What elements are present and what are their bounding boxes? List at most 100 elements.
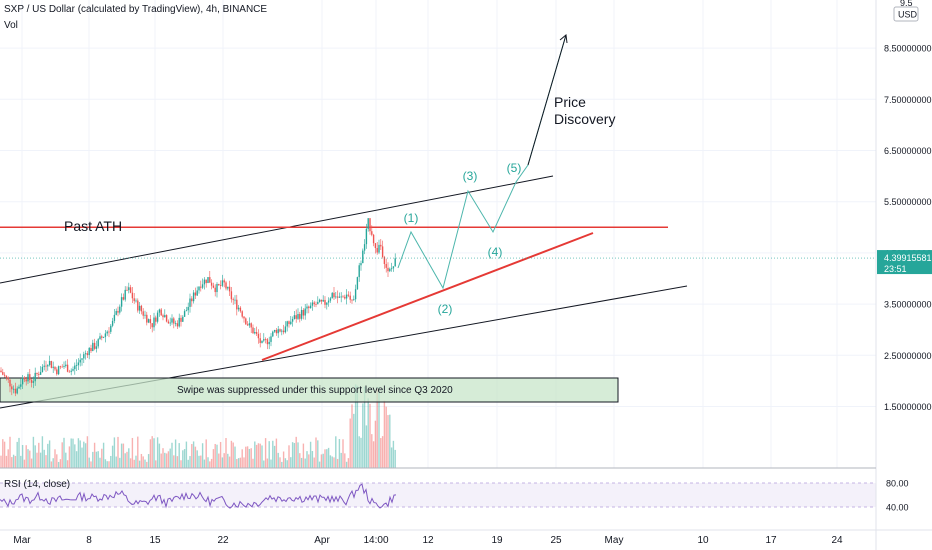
candle-body <box>284 326 287 333</box>
candle-body <box>171 318 173 323</box>
candle-body <box>237 307 240 310</box>
volume-bar <box>138 460 141 468</box>
candle-body <box>65 364 67 366</box>
candle-body <box>29 374 31 381</box>
volume-bar <box>129 458 132 468</box>
volume-bar <box>43 449 45 468</box>
candle-body <box>77 362 80 366</box>
volume-bar <box>345 461 348 468</box>
candle-body <box>306 306 308 309</box>
candle-body <box>122 297 125 300</box>
volume-bar <box>293 442 296 468</box>
candle-body <box>225 282 227 289</box>
volume-bar <box>286 460 288 468</box>
volume-bar <box>275 438 278 468</box>
candle-body <box>135 300 137 302</box>
candle-body <box>203 279 206 285</box>
volume-bar <box>164 452 166 468</box>
volume-bar <box>54 449 56 468</box>
candle-body <box>210 282 213 286</box>
candle-body <box>173 318 175 324</box>
candle-body <box>207 277 209 284</box>
volume-bar <box>270 459 272 468</box>
volume-bar <box>263 460 265 468</box>
candle-body <box>133 298 135 302</box>
candle-body <box>30 380 33 383</box>
currency-label: USD <box>898 10 918 20</box>
volume-bar <box>3 441 6 468</box>
volume-bar <box>189 456 191 468</box>
candle-body <box>162 315 164 318</box>
candle-body <box>147 319 150 323</box>
volume-bar <box>192 441 195 468</box>
candle-body <box>320 299 323 302</box>
candle-body <box>216 283 218 293</box>
volume-bar <box>255 444 258 468</box>
x-tick-label: Apr <box>314 535 330 546</box>
volume-bar <box>219 441 222 468</box>
candle-body <box>345 294 348 299</box>
candle-body <box>126 289 128 291</box>
candle-body <box>191 298 193 302</box>
candle-body <box>365 228 368 245</box>
candle-body <box>54 366 56 370</box>
support-box-label: Swipe was suppressed under this support … <box>177 385 453 396</box>
volume-bar <box>162 448 164 468</box>
volume-bar <box>12 454 15 468</box>
candle-body <box>52 366 54 368</box>
candle-body <box>219 285 222 286</box>
volume-bar <box>272 440 274 468</box>
volume-bar <box>75 451 78 468</box>
time-axis: Mar 8 15 22 Apr 14:00 12 19 25 May 10 17 24 <box>13 535 843 546</box>
volume-bar <box>347 458 350 468</box>
x-tick-label: 14:00 <box>363 535 388 546</box>
candle-body <box>104 333 107 337</box>
candle-body <box>209 277 211 283</box>
volume-bar <box>72 438 74 468</box>
candle-body <box>185 310 188 312</box>
candle-body <box>12 388 15 390</box>
candle-body <box>288 321 290 325</box>
candle-body <box>268 341 270 345</box>
volume-bar <box>86 436 89 468</box>
candle-body <box>389 268 391 272</box>
candle-body <box>324 299 326 305</box>
candle-body <box>25 379 27 382</box>
candle-body <box>270 336 272 342</box>
volume-bar <box>392 440 395 468</box>
volume-bar <box>50 461 53 468</box>
candle-body <box>282 330 285 333</box>
current-price-value: 4.39915581 <box>884 253 932 263</box>
volume-bar <box>83 441 85 468</box>
volume-bar <box>268 441 270 468</box>
candle-body <box>57 366 60 375</box>
candle-body <box>291 318 294 322</box>
candle-body <box>261 340 263 343</box>
trend-drawings <box>0 175 688 409</box>
volume-bar <box>5 455 8 468</box>
candle-body <box>372 234 375 244</box>
volume-bar <box>18 437 20 468</box>
candle-body <box>164 315 166 318</box>
volume-bar <box>61 442 63 468</box>
volume-bar <box>291 442 294 468</box>
volume-bar <box>27 449 29 468</box>
candle-body <box>293 315 296 319</box>
candle-body <box>290 321 292 325</box>
candle-body <box>264 339 267 340</box>
volume-bar <box>365 425 368 468</box>
candle-body <box>111 320 114 326</box>
volume-bar <box>317 440 319 468</box>
volume-bar <box>201 443 204 468</box>
volume-bar <box>25 445 27 468</box>
volume-bar <box>176 456 179 468</box>
wave-label: (3) <box>463 169 478 183</box>
candle-body <box>200 286 202 288</box>
volume-bar <box>284 458 287 468</box>
candle-body <box>349 295 351 300</box>
volume-bar <box>315 437 317 468</box>
candle-body <box>102 336 105 338</box>
volume-bar <box>56 454 58 468</box>
candle-body <box>153 317 155 328</box>
